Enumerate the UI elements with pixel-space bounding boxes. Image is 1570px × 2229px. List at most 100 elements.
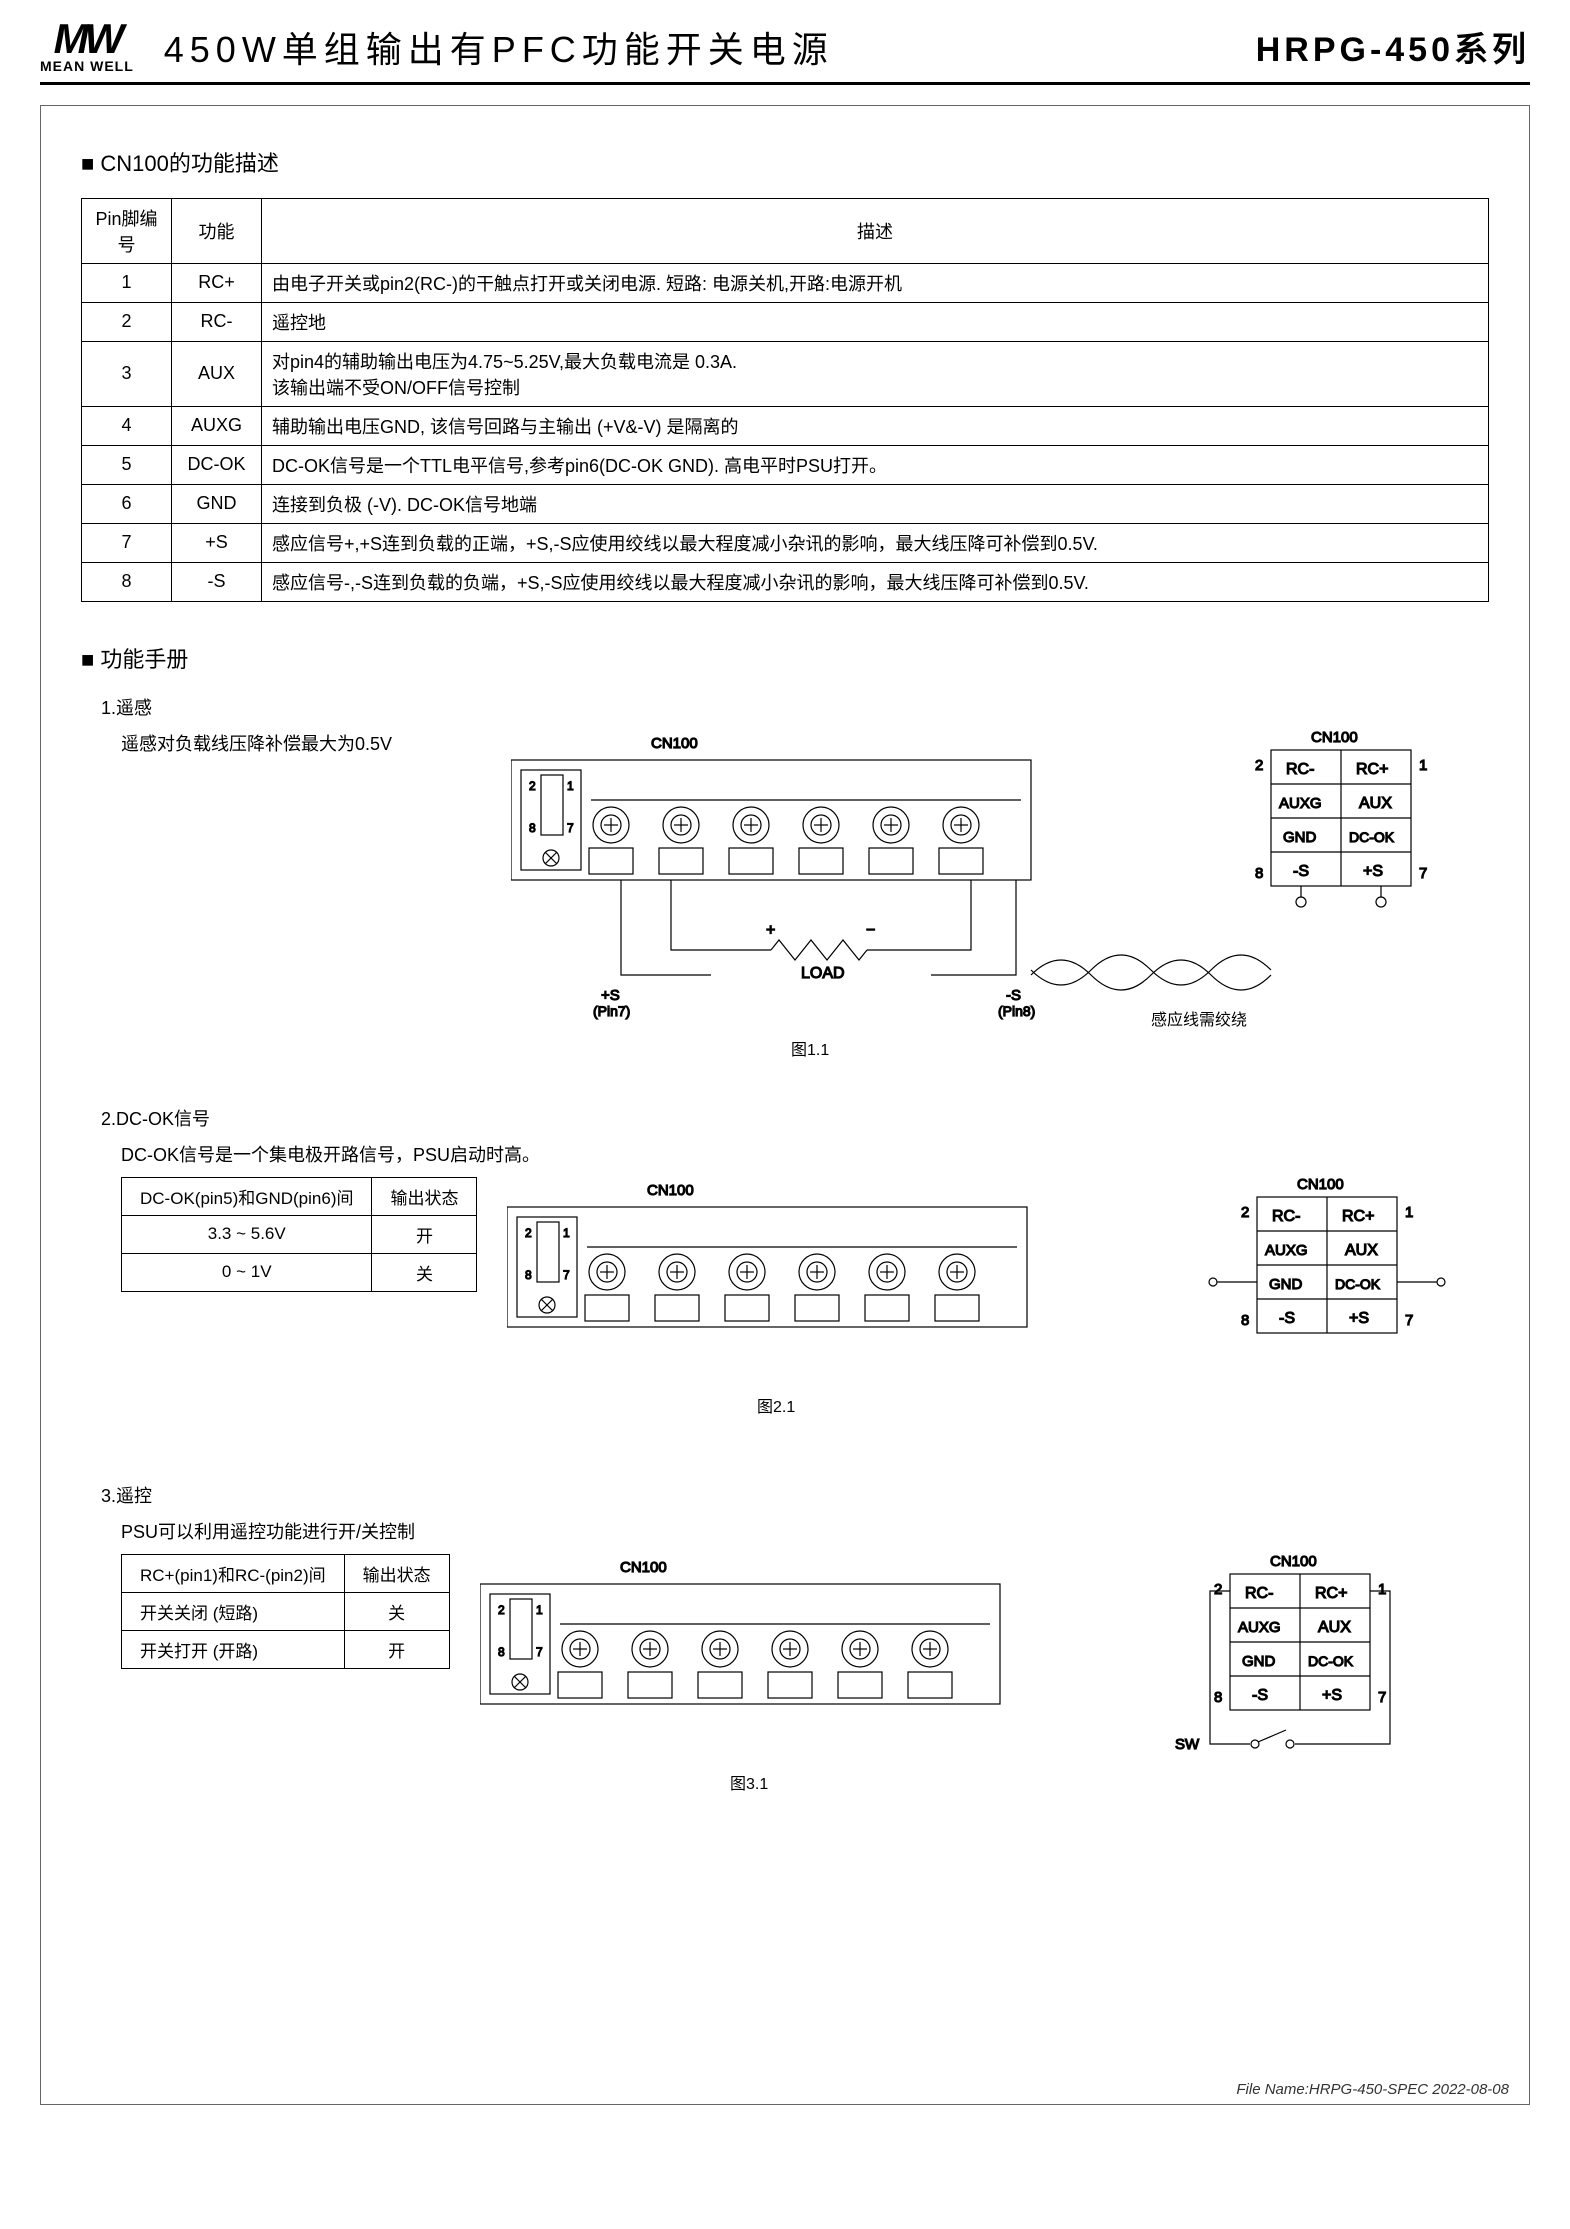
dcok-r1c2: 开 [372, 1215, 477, 1253]
svg-text:+: + [766, 922, 775, 939]
svg-text:AUXG: AUXG [1279, 795, 1322, 812]
svg-text:1: 1 [1419, 757, 1427, 774]
cell-func: AUX [172, 341, 262, 406]
svg-text:AUX: AUX [1345, 1242, 1378, 1259]
svg-text:-S: -S [1279, 1310, 1295, 1327]
fig1-caption: 图1.1 [791, 1042, 829, 1059]
svg-text:1: 1 [567, 779, 574, 793]
svg-text:8: 8 [525, 1268, 532, 1282]
doc-series: HRPG-450系列 [1256, 22, 1530, 71]
svg-text:8: 8 [529, 821, 536, 835]
cell-func: -S [172, 562, 262, 601]
rc-r2c2: 开 [344, 1630, 449, 1668]
svg-text:7: 7 [563, 1268, 570, 1282]
diagram-2: CN100 2 8 1 7 CN100 [507, 1177, 1489, 1442]
svg-text:(Pin8): (Pin8) [998, 1003, 1035, 1019]
doc-header: MW MEAN WELL 450W单组输出有PFC功能开关电源 HRPG-450… [40, 20, 1530, 85]
rc-h1: RC+(pin1)和RC-(pin2)间 [122, 1554, 345, 1592]
svg-text:AUXG: AUXG [1265, 1242, 1308, 1259]
cell-desc: 由电子开关或pin2(RC-)的干触点打开或关闭电源. 短路: 电源关机,开路:… [262, 263, 1489, 302]
footer-filename: File Name:HRPG-450-SPEC 2022-08-08 [1236, 2081, 1509, 2098]
section-cn100-title: CN100的功能描述 [81, 146, 1489, 178]
cell-desc: 辅助输出电压GND, 该信号回路与主输出 (+V&-V) 是隔离的 [262, 406, 1489, 445]
table-row: 5DC-OKDC-OK信号是一个TTL电平信号,参考pin6(DC-OK GND… [82, 445, 1489, 484]
table-row: 8-S感应信号-,-S连到负载的负端，+S,-S应使用绞线以最大程度减小杂讯的影… [82, 562, 1489, 601]
svg-text:8: 8 [1255, 865, 1263, 882]
manual-item-2: 2.DC-OK信号 [101, 1105, 1489, 1131]
svg-text:1: 1 [1378, 1581, 1386, 1598]
svg-text:8: 8 [1241, 1312, 1249, 1329]
cell-pin: 4 [82, 406, 172, 445]
svg-text:2: 2 [525, 1226, 532, 1240]
svg-text:2: 2 [1255, 757, 1263, 774]
svg-text:CN100: CN100 [1270, 1554, 1317, 1570]
svg-text:1: 1 [563, 1226, 570, 1240]
rc-table: RC+(pin1)和RC-(pin2)间输出状态 开关关闭 (短路)关 开关打开… [121, 1554, 450, 1669]
svg-text:+S: +S [1363, 863, 1383, 880]
item3-name: 遥控 [116, 1486, 152, 1506]
item1-num: 1. [101, 698, 116, 718]
cn100-label: CN100 [651, 735, 698, 752]
cell-func: GND [172, 484, 262, 523]
svg-text:DC-OK: DC-OK [1349, 829, 1395, 845]
svg-text:AUXG: AUXG [1238, 1619, 1281, 1636]
cell-pin: 5 [82, 445, 172, 484]
dcok-table: DC-OK(pin5)和GND(pin6)间输出状态 3.3 ~ 5.6V开 0… [121, 1177, 477, 1292]
svg-text:-S: -S [1006, 987, 1021, 1004]
cell-func: RC- [172, 302, 262, 341]
svg-text:DC-OK: DC-OK [1308, 1653, 1354, 1669]
diagram-3: CN100 2 8 1 7 CN100 [480, 1554, 1489, 1819]
cell-pin: 8 [82, 562, 172, 601]
cell-desc: 遥控地 [262, 302, 1489, 341]
svg-text:1: 1 [536, 1603, 543, 1617]
svg-text:RC+: RC+ [1356, 761, 1388, 778]
svg-text:RC-: RC- [1245, 1585, 1273, 1602]
svg-text:DC-OK: DC-OK [1335, 1276, 1381, 1292]
svg-text:CN100: CN100 [620, 1559, 667, 1576]
cell-desc: DC-OK信号是一个TTL电平信号,参考pin6(DC-OK GND). 高电平… [262, 445, 1489, 484]
svg-text:CN100: CN100 [647, 1182, 694, 1199]
svg-text:GND: GND [1242, 1653, 1276, 1670]
svg-text:+S: +S [1349, 1310, 1369, 1327]
svg-text:GND: GND [1269, 1276, 1303, 1293]
table-row: 7+S感应信号+,+S连到负载的正端，+S,-S应使用绞线以最大程度减小杂讯的影… [82, 523, 1489, 562]
rc-r1c1: 开关关闭 (短路) [122, 1592, 345, 1630]
cell-func: +S [172, 523, 262, 562]
cell-pin: 7 [82, 523, 172, 562]
svg-text:-S: -S [1252, 1687, 1268, 1704]
svg-text:RC+: RC+ [1315, 1585, 1347, 1602]
fig2-caption: 图2.1 [757, 1399, 795, 1416]
diagram-1: CN100 2 8 1 7 [511, 730, 1491, 1065]
svg-text:CN100: CN100 [1297, 1177, 1344, 1193]
table-row: 3AUX对pin4的辅助输出电压为4.75~5.25V,最大负载电流是 0.3A… [82, 341, 1489, 406]
svg-text:RC-: RC- [1286, 761, 1314, 778]
dcok-r2c2: 关 [372, 1253, 477, 1291]
svg-text:8: 8 [498, 1645, 505, 1659]
svg-text:GND: GND [1283, 829, 1317, 846]
item2-name: DC-OK信号 [116, 1109, 210, 1129]
svg-text:+S: +S [1322, 1687, 1342, 1704]
svg-text:-S: -S [1293, 863, 1309, 880]
manual-item-1: 1.遥感 [101, 694, 1489, 720]
rc-r1c2: 关 [344, 1592, 449, 1630]
manual-item-3: 3.遥控 [101, 1482, 1489, 1508]
svg-text:1: 1 [1405, 1204, 1413, 1221]
item1-desc: 遥感对负载线压降补偿最大为0.5V [121, 730, 481, 756]
th-desc: 描述 [262, 198, 1489, 263]
cell-pin: 3 [82, 341, 172, 406]
dcok-h2: 输出状态 [372, 1177, 477, 1215]
svg-text:7: 7 [1419, 865, 1427, 882]
svg-text:LOAD: LOAD [801, 965, 845, 982]
brand-logo: MW MEAN WELL [40, 20, 134, 74]
svg-text:CN100: CN100 [1311, 730, 1358, 746]
item3-num: 3. [101, 1486, 116, 1506]
pin-table: Pin脚编号 功能 描述 1RC+由电子开关或pin2(RC-)的干触点打开或关… [81, 198, 1489, 602]
svg-text:AUX: AUX [1359, 795, 1392, 812]
table-row: 4AUXG辅助输出电压GND, 该信号回路与主输出 (+V&-V) 是隔离的 [82, 406, 1489, 445]
svg-text:RC+: RC+ [1342, 1208, 1374, 1225]
svg-text:2: 2 [498, 1603, 505, 1617]
dcok-r1c1: 3.3 ~ 5.6V [122, 1215, 372, 1253]
svg-text:2: 2 [1214, 1581, 1222, 1598]
cell-pin: 1 [82, 263, 172, 302]
svg-text:−: − [866, 922, 875, 939]
